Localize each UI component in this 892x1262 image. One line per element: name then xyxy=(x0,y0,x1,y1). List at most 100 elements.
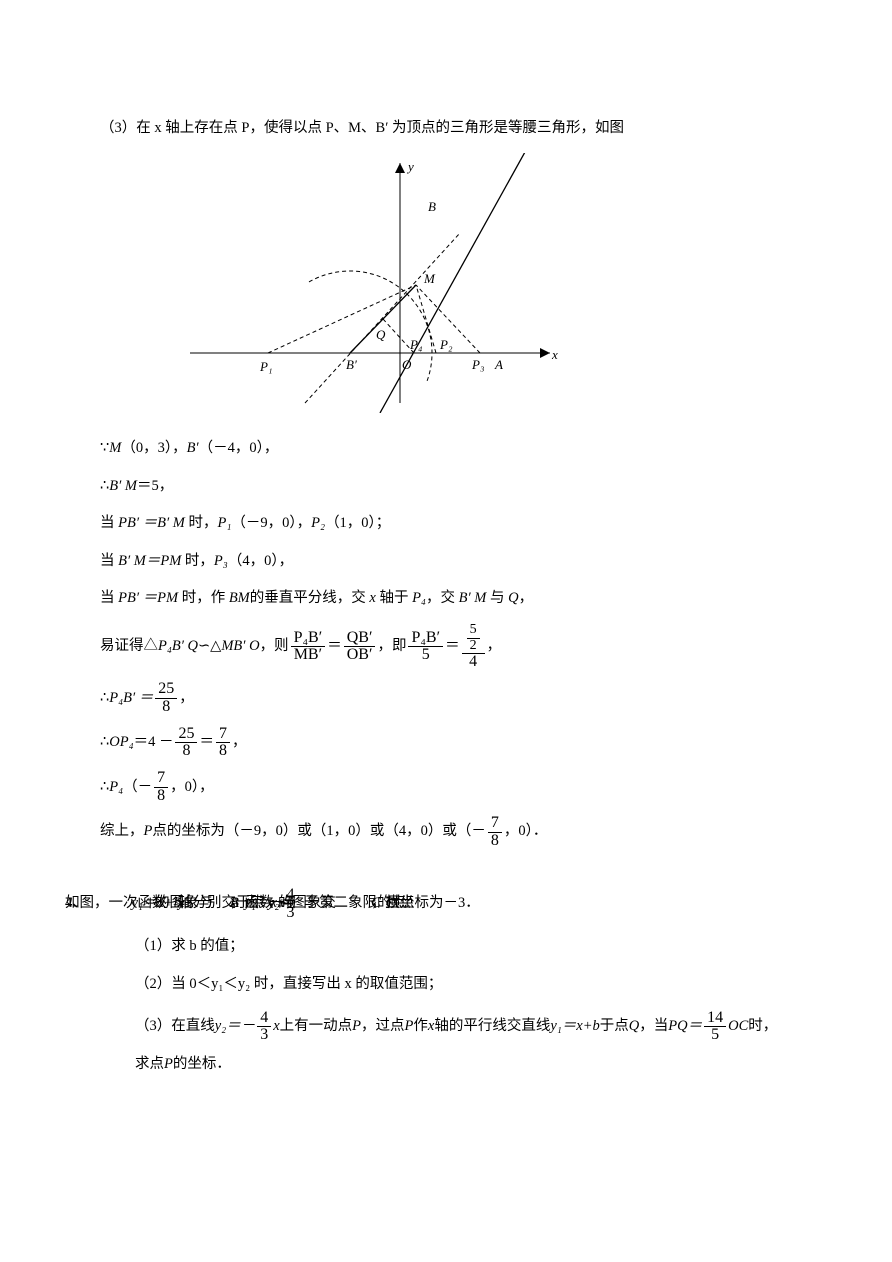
t: ， xyxy=(519,590,534,606)
n: 25 xyxy=(155,681,177,699)
t: 于点 xyxy=(600,1008,629,1046)
svg-text:A: A xyxy=(494,357,503,372)
t: （－9，0）， xyxy=(231,515,311,531)
svg-text:B: B xyxy=(428,199,436,214)
t: P xyxy=(144,818,153,846)
t: （－ xyxy=(123,774,152,802)
n: 25 xyxy=(175,726,197,744)
frac: 52 4 xyxy=(462,623,485,671)
t: （1，0）； xyxy=(325,515,390,531)
t: ， xyxy=(487,633,502,661)
svg-text:M: M xyxy=(423,271,436,286)
p3-l5: 当 PB′ ＝PM 时，作 BM的垂直平分线，交 x 轴于 P₄，交 B′ M … xyxy=(100,585,792,613)
t: 轴的平行线交直线 xyxy=(434,1008,550,1046)
t: 上有一动点 xyxy=(280,1008,353,1046)
svg-text:y: y xyxy=(406,159,414,174)
t: 与 xyxy=(486,590,508,606)
p3-l1: ∵M（0，3），B′（－4，0）， xyxy=(100,435,792,463)
problem-4: 4、如图，一次函数 y₁＝x+b 的图象与 x 轴 y 轴分别交于点 A，点 B… xyxy=(100,885,792,1083)
p4-intro: 4、如图，一次函数 y₁＝x+b 的图象与 x 轴 y 轴分别交于点 A，点 B… xyxy=(100,885,792,923)
svg-text:x: x xyxy=(551,347,558,362)
d: 2 xyxy=(467,639,480,654)
frac: 43 xyxy=(257,1010,271,1045)
den: OB′ xyxy=(344,647,376,664)
t: 求点 xyxy=(135,1046,164,1084)
t: ∽△ xyxy=(198,633,221,661)
n: 4 xyxy=(257,1010,271,1028)
t: y₁＝x+b xyxy=(550,1008,599,1046)
frac: P₄B′MB′ xyxy=(291,630,326,665)
t: ，则 xyxy=(260,633,289,661)
t: 横坐标为－3． xyxy=(421,885,480,923)
svg-text:P₃: P₃ xyxy=(471,357,484,372)
t: ∵ xyxy=(100,440,109,456)
t: 作 xyxy=(413,1008,428,1046)
t: ，即 xyxy=(377,633,406,661)
svg-text:B′: B′ xyxy=(346,357,357,372)
t: ＝ xyxy=(327,633,342,661)
n: 7 xyxy=(216,726,230,744)
t: PQ＝ xyxy=(668,1008,702,1046)
p3-l4: 当 B′ M＝PM 时，P₃（4，0）， xyxy=(100,548,792,576)
t: P₄B′ Q xyxy=(158,633,198,661)
t: （0，3）， xyxy=(121,440,186,456)
t: ，当 xyxy=(639,1008,668,1046)
frac: 258 xyxy=(155,681,177,716)
d: 8 xyxy=(155,699,177,716)
n: 5 xyxy=(467,623,480,639)
n: 7 xyxy=(488,815,502,833)
d: 5 xyxy=(704,1027,726,1044)
t: Q xyxy=(508,590,518,606)
t: B′ M xyxy=(459,590,487,606)
frac: 78 xyxy=(488,815,502,850)
frac: 145 xyxy=(704,1010,726,1045)
t: y₂＝－ xyxy=(215,1008,255,1046)
t: P₄ xyxy=(109,774,123,802)
t: BM xyxy=(229,590,250,606)
p3-l8: ∴OP₄＝4 － 258 ＝ 78 ， xyxy=(100,726,792,761)
t: ∴ xyxy=(100,774,109,802)
t: （4，0）， xyxy=(228,553,293,569)
t: ＝4 － xyxy=(134,729,174,757)
d: 3 xyxy=(257,1027,271,1044)
den: 5 xyxy=(408,647,443,664)
p3-l9: ∴P₄（－ 78 ，0）， xyxy=(100,770,792,805)
t: 综上， xyxy=(100,818,144,846)
frac: 52 xyxy=(467,623,480,653)
den: MB′ xyxy=(291,647,326,664)
p3-intro: （3）在 x 轴上存在点 P，使得以点 P、M、B′ 为顶点的三角形是等腰三角形… xyxy=(100,115,792,143)
t: 时， xyxy=(748,1008,777,1046)
t: P₄ xyxy=(412,590,426,606)
num: QB′ xyxy=(344,630,376,648)
svg-text:P₂: P₂ xyxy=(439,337,453,352)
t: ，0）． xyxy=(504,818,548,846)
diagram-svg: xyOABB′MQP₁P₂P₃P₄ xyxy=(180,153,560,413)
t: P xyxy=(405,1008,414,1046)
t: P₁ xyxy=(218,515,232,531)
d: 8 xyxy=(488,833,502,850)
t: MB′ O xyxy=(221,633,259,661)
d: 8 xyxy=(216,743,230,760)
t: 当 xyxy=(100,515,118,531)
frac: QB′OB′ xyxy=(344,630,376,665)
svg-text:Q: Q xyxy=(376,327,386,342)
p3-l2: ∴B′ M＝5， xyxy=(100,473,792,501)
t: ＝ xyxy=(445,633,460,661)
p4-q1: （1）求 b 的值； xyxy=(100,933,792,961)
t: B′ xyxy=(187,440,199,456)
t: B′ M＝PM xyxy=(118,553,181,569)
n: 14 xyxy=(704,1010,726,1028)
t: 点的坐标为（－9，0）或（1，0）或（4，0）或（－ xyxy=(152,818,486,846)
t: ， xyxy=(232,729,247,757)
t: ＝5， xyxy=(137,478,173,494)
frac: 78 xyxy=(216,726,230,761)
t: 轴于 xyxy=(376,590,412,606)
p3-l6: 易证得△P₄B′ Q∽△MB′ O，则 P₄B′MB′ ＝ QB′OB′ ，即 … xyxy=(100,623,792,671)
t: ＝ xyxy=(199,729,214,757)
frac: 78 xyxy=(154,770,168,805)
t: M xyxy=(109,440,121,456)
d: 8 xyxy=(154,788,168,805)
num: 52 xyxy=(462,623,485,654)
t: PB′ ＝PM xyxy=(118,590,178,606)
t: 的垂直平分线，交 xyxy=(250,590,370,606)
